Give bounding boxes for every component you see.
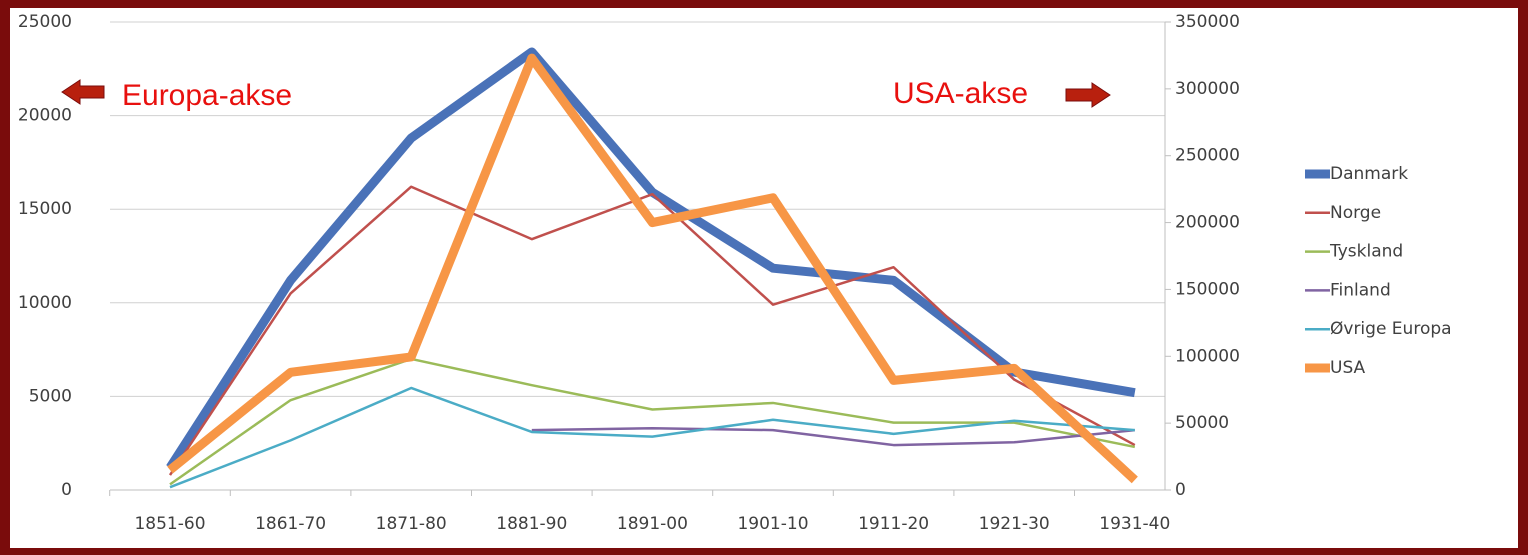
y-tick-label: 20000 [18,106,72,126]
series-line [169,386,1135,489]
series-line [531,426,1135,447]
legend-label: Tyskland [1329,242,1403,262]
x-tick-label: 1861-70 [255,514,326,534]
annotation: Europa-akse [122,79,292,112]
y-tick-label: 10000 [18,293,72,313]
y2-tick-label: 350000 [1175,12,1240,32]
arrow-right [1065,82,1111,108]
x-tick-label: 1891-00 [617,514,688,534]
legend-label: USA [1330,358,1366,378]
x-tick-label: 1921-30 [979,514,1050,534]
y2-tick-label: 200000 [1175,213,1240,233]
legend-label: Danmark [1330,164,1408,184]
x-tick-label: 1901-10 [737,514,808,534]
x-tick-label: 1881-90 [496,514,567,534]
y2-tick-label: 250000 [1175,146,1240,166]
arrow-left [61,79,105,105]
series-line [169,357,1136,486]
chart-background [10,8,1518,548]
y-tick-label: 5000 [29,386,72,406]
y-tick-label: 0 [61,480,72,500]
y2-tick-label: 50000 [1175,413,1229,433]
x-tick-label: 1871-80 [376,514,447,534]
series-line [167,53,1138,484]
annotation: USA-akse [893,77,1028,110]
series-line [168,185,1136,476]
y2-tick-label: 150000 [1175,279,1240,299]
y2-tick-label: 100000 [1175,346,1240,366]
y-tick-label: 15000 [18,199,72,219]
x-tick-label: 1931-40 [1099,514,1170,534]
legend-label: Finland [1330,280,1391,300]
y2-tick-label: 0 [1175,480,1186,500]
legend-label: Norge [1330,203,1381,223]
legend-label: Øvrige Europa [1330,319,1452,339]
y2-tick-label: 300000 [1175,79,1240,99]
x-tick-label: 1911-20 [858,514,929,534]
x-tick-label: 1851-60 [134,514,205,534]
y-tick-label: 25000 [18,12,72,32]
